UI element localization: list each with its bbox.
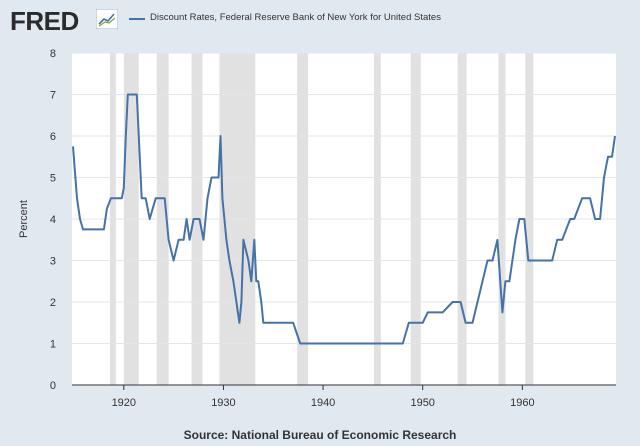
x-tick-label: 1920 (112, 397, 136, 409)
y-tick-label: 1 (50, 339, 56, 351)
y-tick-label: 5 (50, 173, 56, 185)
x-tick-label: 1960 (510, 397, 534, 409)
chart-header: FRED Discount Rates, Federal Reserve Ban… (0, 0, 640, 44)
x-tick-label: 1930 (211, 397, 235, 409)
y-axis-ticks: 0 1 2 3 4 5 6 7 8 (50, 48, 56, 392)
y-tick-label: 8 (50, 48, 56, 60)
y-axis-label: Percent (18, 200, 30, 238)
line-chart: 0 1 2 3 4 5 6 7 8 1920 1930 1940 1950 1960 Percent (18, 48, 616, 409)
y-tick-label: 4 (50, 214, 56, 226)
fred-logo-graph-icon (96, 9, 118, 29)
source-note: Source: National Bureau of Economic Rese… (183, 428, 457, 442)
y-tick-label: 7 (50, 90, 56, 102)
y-tick-label: 3 (50, 256, 56, 268)
legend-swatch (129, 18, 145, 20)
x-tick-label: 1950 (410, 397, 434, 409)
series-line-discount-rate (72, 93, 616, 345)
fred-logo: FRED (10, 6, 79, 36)
y-tick-label: 2 (50, 297, 56, 309)
legend-series-name: Discount Rates, Federal Reserve Bank of … (150, 12, 441, 23)
y-tick-label: 0 (50, 380, 56, 392)
x-axis-ticks: 1920 1930 1940 1950 1960 (112, 385, 535, 409)
x-tick-label: 1940 (311, 397, 335, 409)
y-tick-label: 6 (50, 131, 56, 143)
